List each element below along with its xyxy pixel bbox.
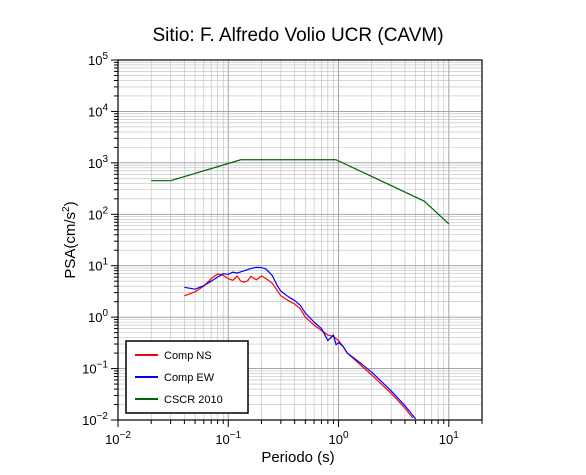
legend-label: Comp EW — [164, 372, 215, 384]
y-tick-label: 10−1 — [82, 360, 108, 377]
y-axis-title-main: PSA(cm/s — [62, 212, 79, 279]
y-tick-label: 103 — [88, 154, 108, 171]
legend: Comp NS Comp EW CSCR 2010 — [125, 340, 249, 414]
y-tick-label: 105 — [88, 51, 108, 68]
series-line-comp-ew — [184, 266, 417, 420]
y-axis-title-close: ) — [62, 201, 79, 206]
x-tick-label: 100 — [329, 430, 349, 447]
series-line-cscr-2010 — [151, 159, 450, 225]
y-tick-label: 101 — [88, 257, 108, 274]
x-tick-label: 10−1 — [215, 430, 241, 447]
legend-label: CSCR 2010 — [164, 394, 223, 406]
y-axis-title: PSA(cm/s2) — [61, 201, 79, 278]
x-tick-label: 10−2 — [105, 430, 131, 447]
axis-ticks: 10−2 10−1 100 101 10−2 10−1 100 101 102 103 104 105 — [82, 51, 483, 447]
plot-frame — [117, 59, 483, 421]
chart-title: Sitio: F. Alfredo Volio UCR (CAVM) — [152, 25, 443, 46]
x-tick-label: 101 — [439, 430, 459, 447]
x-axis-title: Periodo (s) — [261, 449, 334, 466]
y-tick-label: 104 — [88, 102, 108, 119]
y-tick-label: 102 — [88, 205, 108, 222]
legend-label: Comp NS — [164, 350, 212, 362]
grid — [117, 59, 483, 421]
series-lines — [151, 159, 450, 420]
y-tick-label: 100 — [88, 308, 108, 325]
y-tick-label: 10−2 — [82, 411, 108, 428]
y-axis-title-sup: 2 — [61, 206, 72, 212]
